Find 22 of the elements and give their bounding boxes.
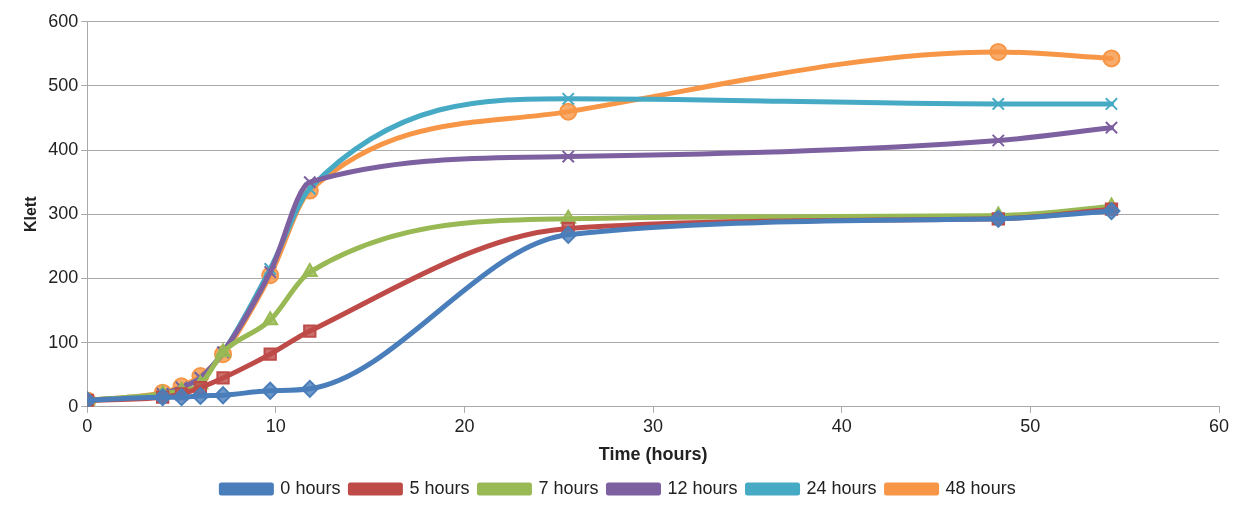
- x-tick-label: 20: [454, 415, 475, 436]
- y-axis-title: Klett: [22, 195, 40, 233]
- legend-label: 12 hours: [667, 477, 738, 498]
- legend-label: 0 hours: [280, 477, 341, 498]
- x-tick-label: 60: [1208, 415, 1230, 436]
- x-tick-label: 50: [1020, 415, 1041, 436]
- y-tick-label: 300: [48, 203, 79, 224]
- x-tick-label: 0: [82, 415, 93, 436]
- y-tick-label: 100: [48, 331, 79, 352]
- x-axis-title: Time (hours): [598, 444, 708, 465]
- y-tick-label: 400: [48, 139, 79, 160]
- y-tick-label: 200: [48, 267, 79, 288]
- x-tick-label: 40: [831, 415, 852, 436]
- legend-label: 48 hours: [945, 477, 1016, 498]
- legend-label: 24 hours: [806, 477, 877, 498]
- y-tick-label: 600: [48, 10, 79, 31]
- y-tick-label: 500: [48, 74, 79, 95]
- x-tick-label: 10: [265, 415, 286, 436]
- legend-label: 5 hours: [409, 477, 470, 498]
- x-tick-label: 30: [643, 415, 664, 436]
- legend-label: 7 hours: [538, 477, 599, 498]
- y-tick-label: 0: [68, 395, 79, 416]
